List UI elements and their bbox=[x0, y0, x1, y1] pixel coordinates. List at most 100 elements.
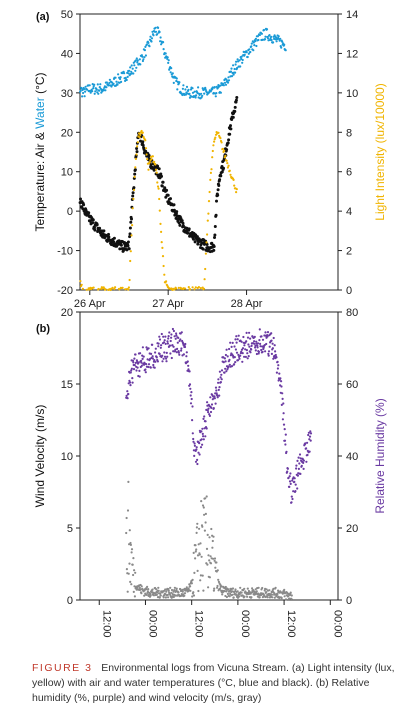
wind-point bbox=[195, 531, 198, 535]
humidity-point bbox=[193, 442, 196, 445]
wind-point bbox=[213, 587, 216, 590]
humidity-point bbox=[307, 431, 310, 434]
air-point bbox=[144, 149, 148, 153]
wind-point bbox=[201, 504, 205, 507]
x-tick-label: 27 Apr bbox=[152, 298, 184, 310]
air-point bbox=[226, 141, 230, 145]
light-point bbox=[130, 234, 133, 237]
light-point bbox=[207, 200, 211, 203]
light-point bbox=[221, 147, 224, 150]
wind-point bbox=[169, 586, 172, 589]
wind-point bbox=[283, 588, 286, 592]
humidity-point bbox=[151, 343, 154, 346]
wind-point bbox=[126, 590, 129, 593]
humidity-point bbox=[201, 432, 204, 435]
light-point bbox=[153, 160, 156, 163]
wind-point bbox=[213, 559, 216, 562]
water-point bbox=[92, 87, 95, 90]
wind-point bbox=[167, 588, 170, 591]
humidity-point bbox=[160, 332, 163, 336]
light-point bbox=[229, 173, 232, 176]
light-point bbox=[145, 153, 148, 156]
water-point bbox=[236, 66, 239, 70]
humidity-point bbox=[217, 381, 220, 384]
wind-point bbox=[195, 548, 198, 551]
light-point bbox=[150, 158, 153, 161]
humidity-point bbox=[294, 483, 297, 486]
humidity-point bbox=[170, 336, 173, 339]
humidity-point bbox=[292, 490, 295, 493]
humidity-point bbox=[131, 377, 134, 380]
light-point bbox=[128, 278, 131, 282]
humidity-point bbox=[246, 352, 249, 355]
wind-point bbox=[196, 554, 200, 557]
humidity-point bbox=[165, 360, 168, 363]
humidity-point bbox=[255, 352, 258, 356]
wind-point bbox=[138, 586, 141, 590]
wind-point bbox=[177, 591, 180, 594]
humidity-point bbox=[219, 381, 222, 384]
light-point bbox=[197, 286, 200, 289]
humidity-point bbox=[226, 355, 229, 358]
light-point bbox=[155, 171, 158, 174]
humidity-point bbox=[287, 476, 290, 479]
water-point bbox=[178, 81, 181, 84]
wind-point bbox=[213, 557, 217, 560]
humidity-point bbox=[165, 351, 168, 354]
light-point bbox=[114, 286, 117, 289]
left-tick-label: 50 bbox=[61, 9, 73, 21]
humidity-point bbox=[217, 388, 220, 391]
water-point bbox=[150, 37, 154, 40]
light-point bbox=[204, 267, 207, 271]
humidity-point bbox=[198, 442, 201, 445]
wind-point bbox=[196, 569, 199, 573]
humidity-point bbox=[219, 376, 222, 379]
humidity-point bbox=[189, 402, 193, 405]
humidity-point bbox=[131, 359, 135, 362]
water-point bbox=[227, 79, 231, 82]
humidity-point bbox=[223, 371, 226, 374]
water-point bbox=[204, 86, 207, 89]
humidity-point bbox=[141, 346, 144, 349]
humidity-point bbox=[235, 335, 238, 338]
wind-point bbox=[234, 588, 237, 591]
wind-point bbox=[128, 562, 131, 565]
humidity-point bbox=[224, 353, 227, 357]
humidity-point bbox=[180, 331, 183, 334]
left-tick-label: 30 bbox=[61, 88, 73, 100]
humidity-point bbox=[286, 470, 289, 473]
humidity-point bbox=[157, 342, 160, 345]
humidity-point bbox=[274, 353, 277, 357]
water-point bbox=[167, 59, 170, 62]
humidity-point bbox=[151, 355, 154, 358]
water-point bbox=[110, 85, 113, 88]
panel-b-series bbox=[125, 327, 313, 601]
humidity-point bbox=[208, 413, 211, 416]
water-point bbox=[275, 40, 278, 43]
humidity-point bbox=[163, 355, 167, 358]
humidity-point bbox=[200, 430, 203, 433]
air-point bbox=[212, 248, 216, 252]
air-point bbox=[98, 226, 102, 230]
water-point bbox=[225, 78, 228, 81]
humidity-point bbox=[133, 357, 136, 360]
panel-a-frame bbox=[79, 13, 339, 291]
humidity-point bbox=[229, 341, 232, 344]
wind-point bbox=[207, 586, 210, 589]
air-point bbox=[214, 213, 218, 217]
air-point bbox=[133, 172, 137, 176]
wind-point bbox=[226, 592, 229, 596]
wind-point bbox=[274, 586, 277, 589]
light-point bbox=[160, 241, 163, 244]
wind-point bbox=[129, 580, 132, 584]
wind-point bbox=[149, 594, 152, 597]
light-point bbox=[135, 153, 138, 156]
humidity-point bbox=[172, 345, 175, 348]
humidity-point bbox=[240, 350, 243, 353]
light-point bbox=[104, 288, 107, 291]
water-point bbox=[203, 92, 206, 95]
humidity-point bbox=[299, 457, 302, 460]
wind-point bbox=[208, 559, 211, 562]
ylabel-part-unit: (°C) bbox=[33, 72, 47, 97]
air-point bbox=[229, 124, 232, 128]
